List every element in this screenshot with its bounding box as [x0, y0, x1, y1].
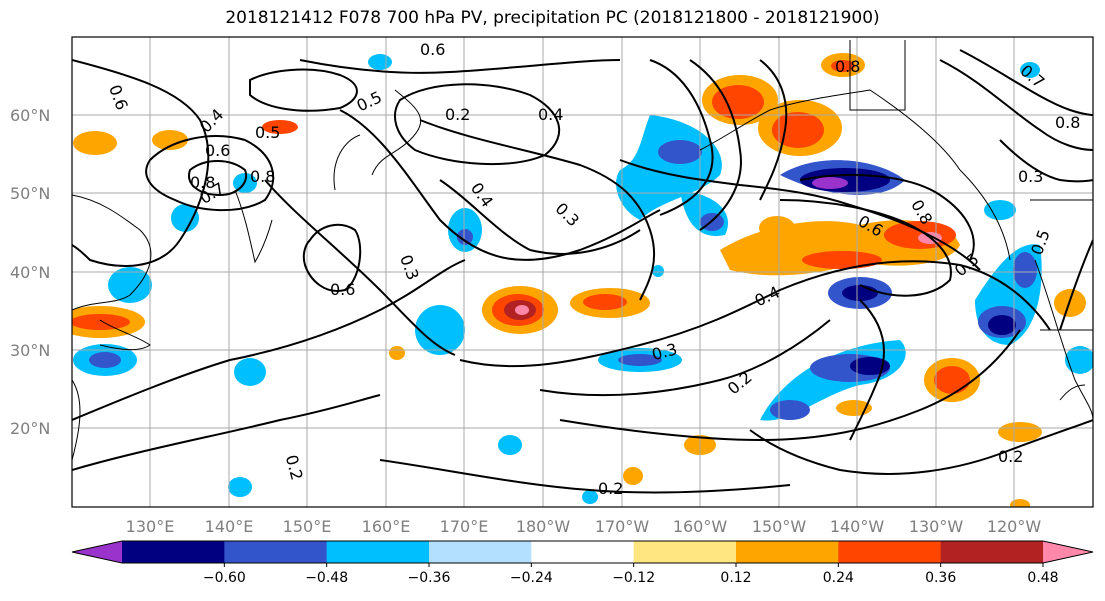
colorbar-tick-label: −0.36	[408, 570, 451, 586]
lon-label: 150°E	[283, 517, 332, 536]
contour-label: 0.2	[445, 105, 470, 124]
contour-label: 0.6	[420, 40, 445, 59]
contour-label: 0.4	[538, 105, 563, 124]
colorbar-segment	[326, 541, 430, 563]
colorbar-segment	[736, 541, 839, 563]
contour-label: 0.3	[1018, 167, 1043, 186]
colorbar-segment	[224, 541, 328, 563]
colorbar-segment	[429, 541, 532, 563]
colorbar-outline	[71, 540, 1094, 564]
contour-label: 0.5	[255, 123, 280, 142]
lon-label: 150°W	[752, 517, 807, 536]
lon-label: 160°W	[673, 517, 728, 536]
lon-label: 130°W	[909, 517, 964, 536]
map-frame	[71, 36, 1094, 508]
colorbar-extend-min	[72, 541, 122, 563]
lat-label: 20°N	[10, 419, 50, 438]
colorbar-segment	[940, 541, 1044, 563]
lon-label: 180°W	[516, 517, 571, 536]
contour-label: 0.8	[835, 57, 860, 76]
longitude-labels: 130°E 140°E 150°E 160°E 170°E 180°W 170°…	[126, 517, 1042, 536]
colorbar-tick-label: 0.12	[720, 570, 751, 586]
lon-label: 140°E	[205, 517, 254, 536]
lat-label: 60°N	[10, 106, 50, 125]
colorbar-tick-label: −0.60	[203, 570, 246, 586]
contour-label: 0.2	[998, 447, 1023, 466]
map-title: 2018121412 F078 700 hPa PV, precipitatio…	[225, 8, 880, 28]
colorbar-segment	[633, 541, 737, 563]
colorbar: −0.60 −0.48 −0.36 −0.24 −0.12 0.12 0.24 0.36 0.4…	[71, 540, 1094, 586]
contour-label: 0.6	[205, 141, 230, 160]
pv-contours	[72, 49, 1093, 494]
lon-label: 160°E	[362, 517, 411, 536]
latitude-labels: 60°N 50°N 40°N 30°N 20°N	[10, 106, 50, 438]
colorbar-segment	[531, 541, 635, 563]
colorbar-tick-label: 0.24	[823, 570, 854, 586]
lat-label: 50°N	[10, 184, 50, 203]
lon-label: 170°E	[440, 517, 489, 536]
contour-label: 0.8	[1055, 113, 1080, 132]
colorbar-segment	[122, 541, 225, 563]
colorbar-tick-label: −0.48	[305, 570, 348, 586]
contour-label: 0.6	[330, 280, 355, 299]
lon-label: 140°W	[830, 517, 885, 536]
contour-label: 0.8	[190, 173, 215, 192]
lon-label: 170°W	[595, 517, 650, 536]
lat-label: 40°N	[10, 263, 50, 282]
colorbar-tick-label: −0.12	[612, 570, 655, 586]
colorbar-tick-label: 0.36	[925, 570, 956, 586]
contour-label: 0.2	[598, 479, 623, 498]
lat-label: 30°N	[10, 341, 50, 360]
lon-label: 120°W	[987, 517, 1042, 536]
colorbar-tick-label: −0.24	[510, 570, 553, 586]
colorbar-extend-max	[1043, 541, 1093, 563]
colorbar-tick-label: 0.48	[1027, 570, 1058, 586]
colorbar-segment	[838, 541, 942, 563]
lon-label: 130°E	[126, 517, 175, 536]
contour-label: 0.8	[250, 167, 275, 186]
